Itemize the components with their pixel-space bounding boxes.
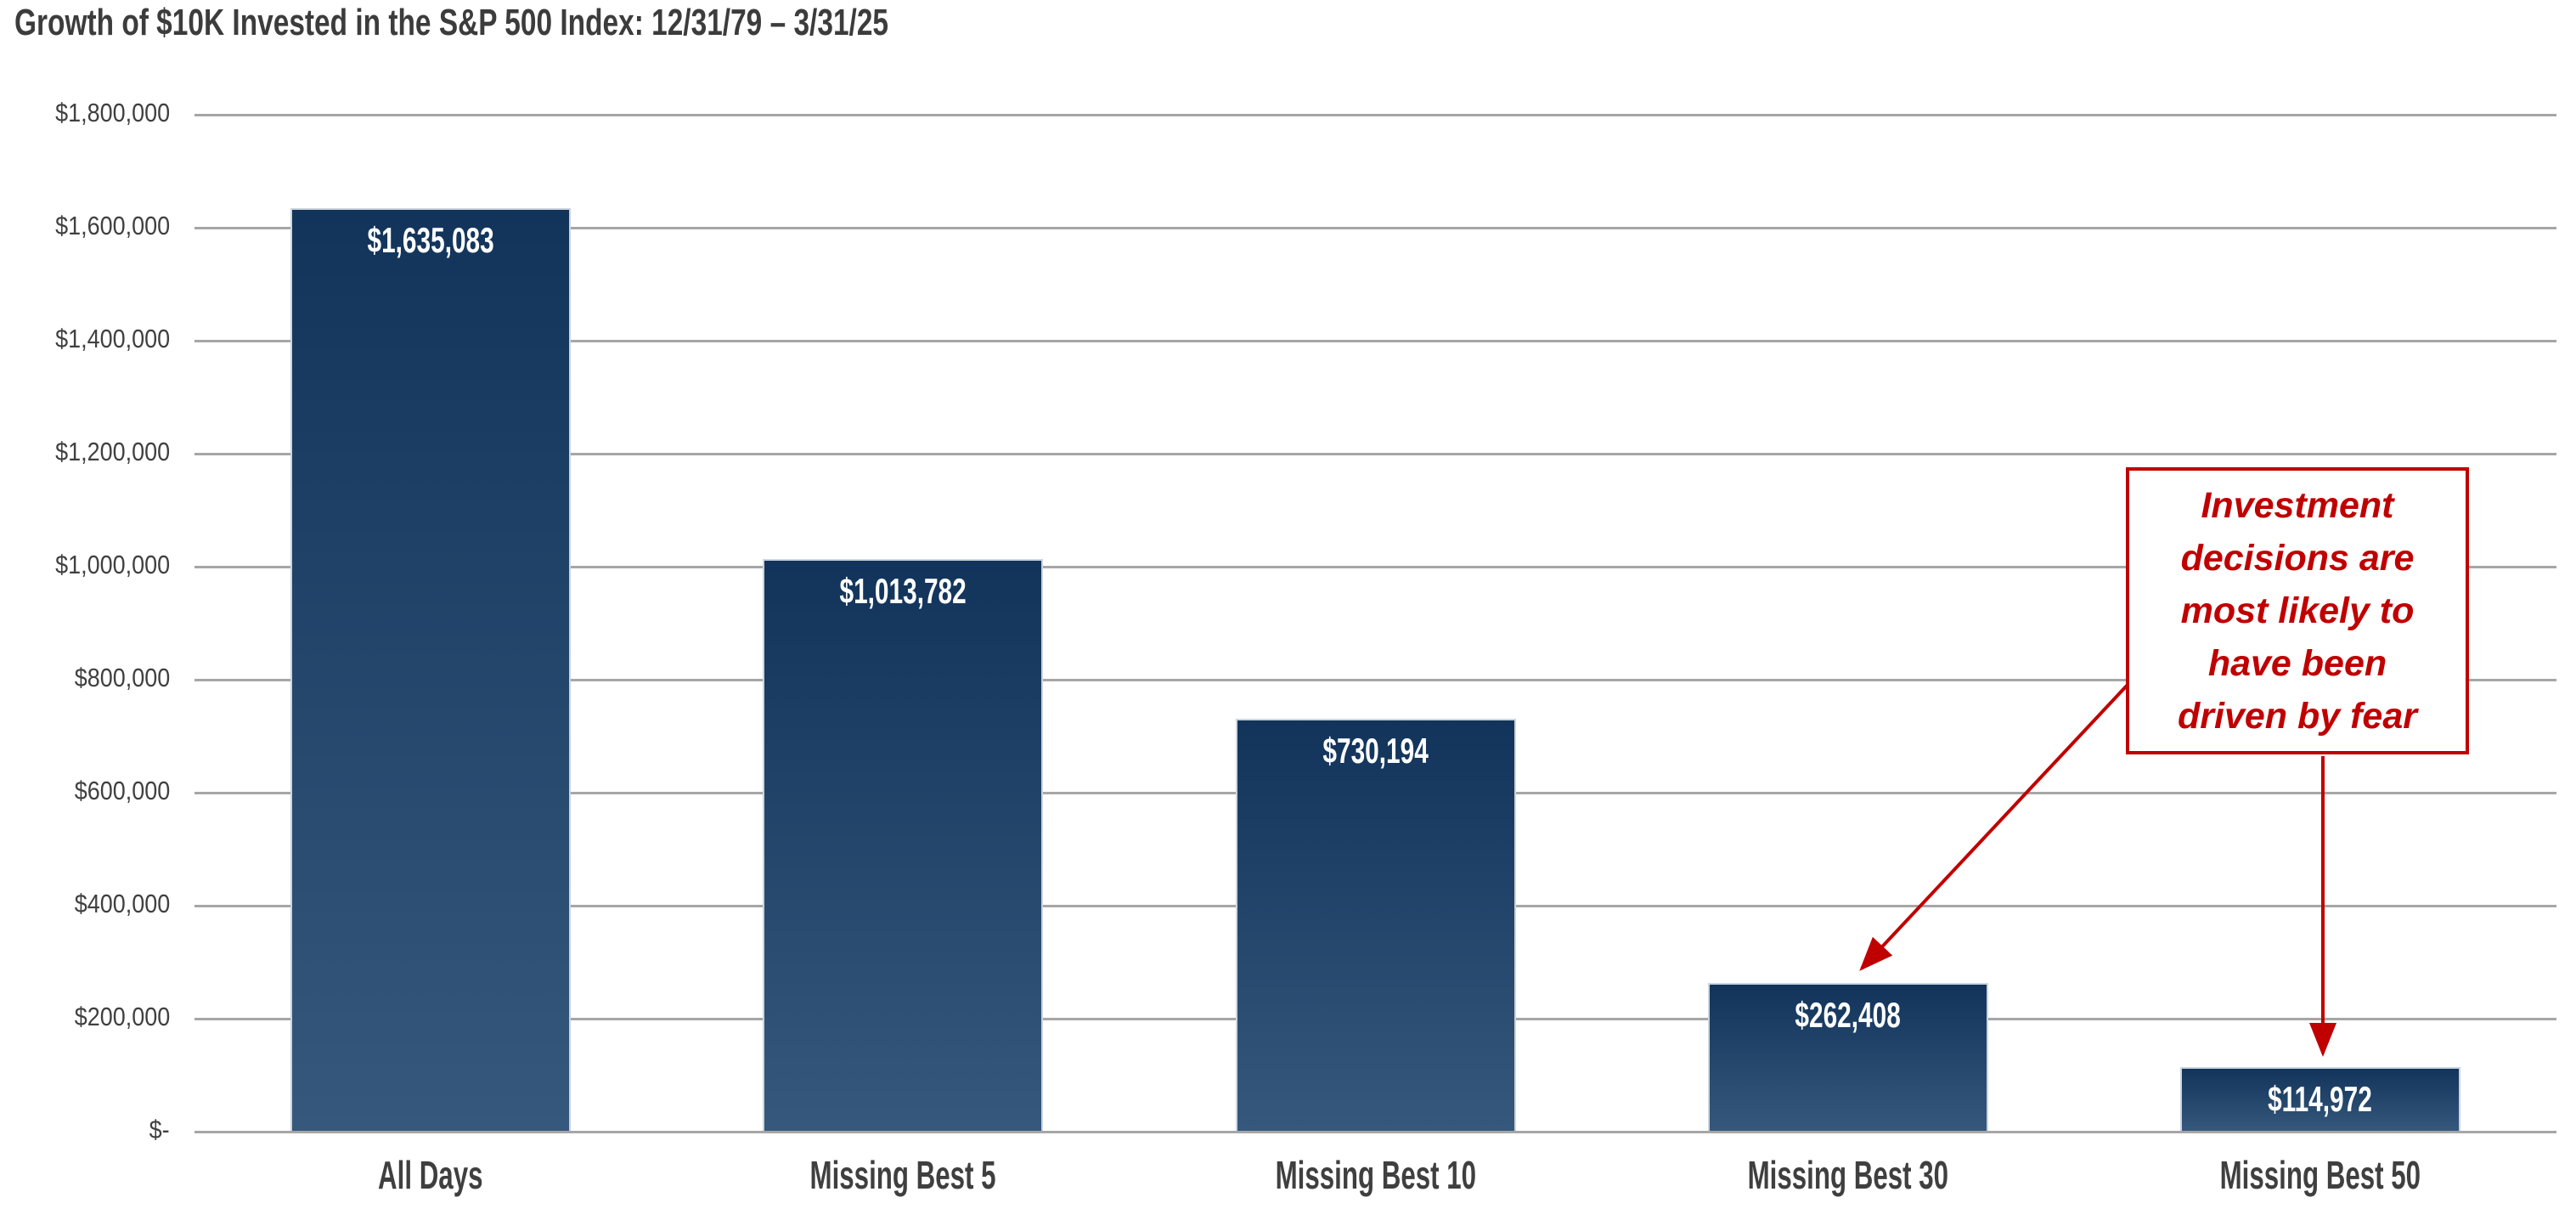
bar-missing-best-10: $730,194 — [1235, 719, 1516, 1132]
bar-all-days: $1,635,083 — [290, 207, 572, 1132]
y-tick-label: $600,000 — [0, 776, 170, 806]
bar-missing-best-30: $262,408 — [1707, 983, 1988, 1132]
y-tick-label: $800,000 — [0, 663, 170, 693]
y-tick-label: $1,600,000 — [0, 211, 170, 241]
x-axis-category-label: Missing Best 10 — [1139, 1152, 1611, 1198]
gridline — [194, 452, 2556, 455]
annotation-callout-box: Investment decisions are most likely to … — [2126, 467, 2469, 754]
y-tick-label: $- — [0, 1115, 170, 1145]
y-tick-label: $400,000 — [0, 889, 170, 919]
x-axis-baseline — [194, 1130, 2556, 1133]
y-tick-label-text: $800,000 — [74, 663, 170, 692]
y-tick-label-text: $1,600,000 — [55, 211, 170, 240]
y-tick-label-text: $1,000,000 — [55, 550, 170, 579]
y-tick-label: $1,000,000 — [0, 550, 170, 580]
gridline — [194, 226, 2556, 229]
gridline — [194, 565, 2556, 568]
y-tick-label-text: $1,800,000 — [55, 98, 170, 127]
bar-value-label: $1,635,083 — [367, 219, 494, 260]
arrow-to-missing-best-30 — [1859, 683, 2129, 971]
y-tick-label-text: $1,400,000 — [55, 324, 170, 353]
x-axis-category-label: Missing Best 5 — [667, 1152, 1139, 1198]
bar-missing-best-50: $114,972 — [2179, 1066, 2460, 1132]
x-axis-category-text: All Days — [378, 1153, 483, 1197]
bar-value-label: $730,194 — [1322, 731, 1429, 771]
annotation-text-line: decisions are — [2180, 538, 2415, 579]
annotation-text-line: Investment — [2201, 485, 2394, 526]
bar-value-label: $262,408 — [1795, 995, 1901, 1036]
y-tick-label-text: $- — [149, 1115, 170, 1144]
bar-value-label: $114,972 — [2268, 1078, 2373, 1119]
gridline — [194, 113, 2556, 116]
x-axis-category-text: Missing Best 10 — [1275, 1153, 1476, 1197]
chart-title: Growth of $10K Invested in the S&P 500 I… — [14, 2, 889, 43]
y-tick-label-text: $400,000 — [74, 889, 170, 918]
x-axis-category-label: All Days — [194, 1152, 667, 1198]
y-tick-label-text: $200,000 — [74, 1002, 170, 1031]
gridline — [194, 339, 2556, 342]
annotation-text-line: driven by fear — [2178, 696, 2417, 737]
annotation-text-line: have been — [2207, 643, 2387, 684]
y-tick-label-text: $1,200,000 — [55, 437, 170, 466]
y-tick-label: $1,400,000 — [0, 324, 170, 354]
y-tick-label: $1,800,000 — [0, 98, 170, 128]
bar-missing-best-5: $1,013,782 — [763, 558, 1044, 1132]
x-axis-category-text: Missing Best 30 — [1747, 1153, 1948, 1197]
x-axis-category-text: Missing Best 50 — [2219, 1153, 2421, 1197]
gridline — [194, 678, 2556, 681]
x-axis-category-text: Missing Best 5 — [809, 1153, 996, 1197]
y-tick-label-text: $600,000 — [74, 776, 170, 805]
annotation-text-line: most likely to — [2180, 590, 2415, 631]
x-axis-category-label: Missing Best 50 — [2084, 1152, 2556, 1198]
y-tick-label: $200,000 — [0, 1002, 170, 1032]
y-tick-label: $1,200,000 — [0, 437, 170, 467]
x-axis-category-label: Missing Best 30 — [1612, 1152, 2084, 1198]
bar-value-label: $1,013,782 — [839, 570, 967, 611]
